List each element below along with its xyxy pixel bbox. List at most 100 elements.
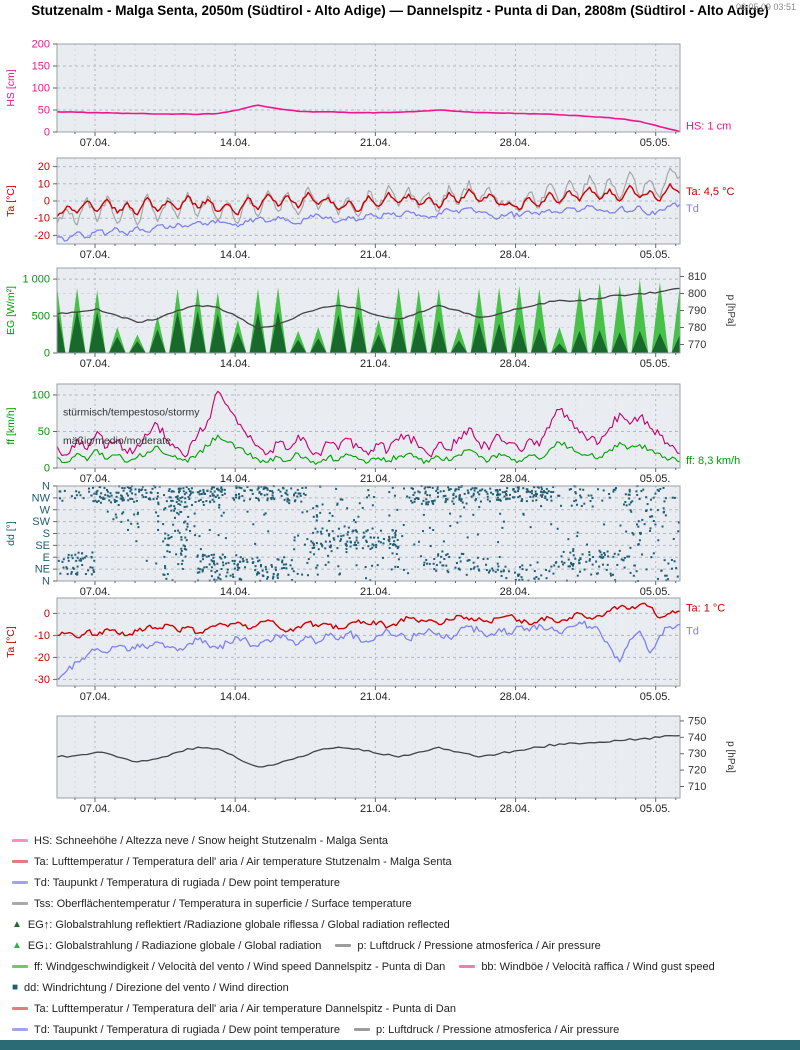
y-tick-label: -20 [34,230,50,242]
legend-item: p: Luftdruck / Pressione atmosferica / A… [353,1023,620,1036]
y-tick-label: 1 000 [22,274,50,286]
legend-label: Td: Taupunkt / Temperatura di rugiada / … [34,876,340,889]
legend-item: ▲ EG↓: Globalstrahlung / Radiazione globa… [12,940,321,952]
series-bb [56,390,681,458]
x-tick-label: 14.04. [220,586,251,598]
x-tick-label: 07.04. [80,586,111,598]
end-value-label: Ta: 4,5 °C [686,186,734,198]
legend-row: ■ dd: Windrichtung / Direzione del vento … [12,977,798,998]
legend-item: Td: Taupunkt / Temperatura di rugiada / … [12,877,340,889]
x-tick-label: 21.04. [360,249,391,261]
legend-label: p: Luftdruck / Pressione atmosferica / A… [357,939,601,952]
y-tick-label: 750 [688,715,706,727]
legend-item: HS: Schneehöhe / Altezza neve / Snow hei… [12,835,388,847]
render-timestamp: 06.05.09 03:51 [735,2,796,12]
legend-item: p: Luftdruck / Pressione atmosferica / A… [335,939,601,952]
y-tick-label: E [43,552,50,564]
legend-row: ▲ EG↓: Globalstrahlung / Radiazione globa… [12,935,798,956]
y-tick-label: N [42,576,50,588]
y-tick-label: -30 [34,674,50,686]
series-Ta [56,602,681,639]
x-tick-label: 05.05. [640,691,671,703]
end-value-label: Ta: 1 °C [686,602,725,614]
legend-item: Tss: Oberflächentemperatur / Temperatura… [12,898,412,910]
legend-line-swatch [353,1028,370,1031]
end-value-label: ff: 8,3 km/h [686,455,740,467]
chart-ta2: 07.04. 14.04. 21.04. 28.04. 05.05. -30 -20 -10 0… [5,597,725,703]
series-HS [56,104,681,133]
left-axis-title: Ta [°C] [5,626,17,658]
y-tick-label: W [40,504,51,516]
legend-triangle-swatch: ▲ [12,939,22,951]
legend-row: ▲ EG↑: Globalstrahlung reflektiert /Radia… [12,914,798,935]
y-tick-label: 100 [32,389,50,401]
legend-triangle-swatch: ▲ [12,918,22,930]
y-tick-label: 790 [688,305,706,317]
series-p [56,287,681,330]
series-ff [56,434,681,465]
x-tick-label: 05.05. [640,473,671,485]
x-tick-label: 28.04. [500,358,531,370]
legend-label: bb: Windböe / Velocità raffica / Wind gu… [481,960,715,973]
y-tick-label: -10 [34,630,50,642]
x-tick-label: 28.04. [500,473,531,485]
legend-item: Ta: Lufttemperatur / Temperatura dell' a… [12,1003,456,1015]
y-tick-label: NW [32,492,51,504]
x-tick-label: 07.04. [80,473,111,485]
legend-line-swatch [335,944,352,947]
legend: HS: Schneehöhe / Altezza neve / Snow hei… [12,830,798,1040]
x-tick-label: 28.04. [500,691,531,703]
chart-ta1: 07.04. 14.04. 21.04. 28.04. 05.05. -20 -10 0 10 2… [5,157,734,261]
y-tick-label: SW [32,516,50,528]
y-tick-label: 500 [32,311,50,323]
y-tick-label: N [42,481,50,493]
left-axis-title: dd [°] [5,521,17,546]
x-tick-label: 07.04. [80,691,111,703]
x-tick-label: 28.04. [500,803,531,815]
legend-row: ff: Windgeschwindigkeit / Velocità del v… [12,956,798,977]
legend-label: ff: Windgeschwindigkeit / Velocità del v… [34,960,446,973]
legend-label: dd: Windrichtung / Direzione del vento /… [24,981,289,994]
y-tick-label: 50 [38,426,50,438]
legend-item: ff: Windgeschwindigkeit / Velocità del v… [12,961,445,973]
x-tick-label: 21.04. [360,358,391,370]
legend-label: Td: Taupunkt / Temperatura di rugiada / … [34,1023,340,1036]
x-tick-label: 21.04. [360,586,391,598]
x-tick-label: 07.04. [80,358,111,370]
legend-item: bb: Windböe / Velocità raffica / Wind gu… [459,960,715,973]
chart-ff: 07.04. 14.04. 21.04. 28.04. 05.05. 0 50 100 ff [… [5,383,740,485]
y-tick-label: 810 [688,271,706,283]
x-tick-label: 05.05. [640,358,671,370]
y-tick-label: 10 [38,178,50,190]
footer-bar [0,1040,800,1050]
legend-line-swatch [12,1028,28,1031]
legend-item: ■ dd: Windrichtung / Direzione del vento … [12,982,289,994]
x-tick-label: 14.04. [220,137,251,149]
legend-label: p: Luftdruck / Pressione atmosferica / A… [375,1023,620,1036]
legend-row: Td: Taupunkt / Temperatura di rugiada / … [12,872,798,893]
legend-label: Ta: Lufttemperatur / Temperatura dell' a… [34,855,452,868]
end-value-label: Td [686,203,699,215]
y-tick-label: -20 [34,652,50,664]
x-tick-label: 28.04. [500,586,531,598]
x-tick-label: 05.05. [640,803,671,815]
right-axis-title: p [hPa] [725,295,736,327]
x-tick-label: 21.04. [360,803,391,815]
x-tick-label: 21.04. [360,473,391,485]
x-tick-label: 07.04. [80,249,111,261]
y-tick-label: 50 [38,105,50,117]
x-tick-label: 05.05. [640,137,671,149]
series-Ta [56,183,681,217]
legend-item: ▲ EG↑: Globalstrahlung reflektiert /Radia… [12,919,450,931]
annotation: mäßig/medio/moderate [63,435,171,447]
legend-label: Ta: Lufttemperatur / Temperatura dell' a… [34,1002,456,1015]
x-tick-label: 14.04. [220,358,251,370]
left-axis-title: HS [cm] [5,69,17,106]
page-title: Stutzenalm - Malga Senta, 2050m (Südtiro… [31,3,769,18]
y-tick-label: 770 [688,339,706,351]
chart-eg: 07.04. 14.04. 21.04. 28.04. 05.05. 0 500 1 000 7… [5,267,736,370]
x-tick-label: 14.04. [220,473,251,485]
chart-p2: 07.04. 14.04. 21.04. 28.04. 05.05. 710 720 730 7… [56,715,736,815]
chart-area: 07.04. 14.04. 21.04. 28.04. 05.05.0501001502… [5,39,740,816]
